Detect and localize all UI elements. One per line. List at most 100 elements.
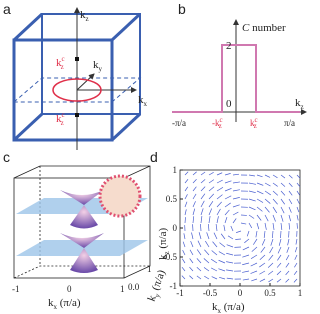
panel-b: b C number 2 0 kz -π/a -kc z kc z π/a: [172, 1, 307, 130]
vector: [200, 200, 205, 208]
vector: [224, 195, 232, 200]
vector: [182, 241, 186, 248]
vector: [192, 186, 197, 192]
vector: [259, 270, 266, 275]
t: c: [255, 116, 258, 124]
tick-label: π/a: [284, 118, 295, 128]
vector: [294, 246, 298, 253]
vector: [280, 174, 286, 179]
t: k: [250, 118, 255, 128]
vector: [296, 214, 299, 221]
vector: [264, 174, 271, 178]
tick-label: 0.5: [166, 194, 178, 204]
vector: [232, 189, 240, 192]
t: k: [212, 301, 218, 313]
vector: [184, 179, 189, 184]
vector: [268, 270, 274, 275]
vector: [276, 278, 282, 283]
vector: [256, 174, 263, 178]
vector: [232, 181, 240, 184]
vector: [235, 238, 242, 240]
vector: [210, 258, 218, 264]
vector: [204, 275, 210, 280]
kzc-label: kc z: [56, 55, 65, 71]
vector: [224, 209, 230, 216]
vector: [183, 233, 186, 240]
vector: [272, 174, 278, 179]
vector: [200, 216, 203, 224]
vector: [190, 240, 194, 248]
vector: [248, 190, 256, 193]
vector: [280, 190, 286, 196]
t: k: [157, 254, 169, 260]
vector: [261, 238, 266, 246]
vector: [208, 193, 215, 200]
vector: [280, 182, 286, 187]
vector: [259, 278, 266, 282]
vector: [200, 208, 204, 216]
vector: [287, 238, 290, 246]
vector: [204, 249, 210, 256]
tick-label: 0: [226, 98, 232, 110]
vector: [250, 262, 258, 267]
vector: [288, 182, 293, 187]
vector: [196, 275, 202, 280]
vector: [256, 190, 264, 195]
vector: [181, 266, 186, 272]
vector: [256, 214, 262, 221]
tick-label: 1: [298, 288, 303, 298]
vector: [256, 206, 263, 212]
vector: [285, 262, 290, 268]
tick-label: 0: [238, 288, 243, 298]
tick-label: -0.5: [203, 288, 218, 298]
vector: [268, 254, 274, 261]
t: y: [99, 65, 103, 73]
vector: [226, 277, 234, 280]
vector: [226, 269, 234, 272]
vector: [203, 258, 210, 264]
vector: [232, 211, 239, 216]
vector: [224, 173, 231, 176]
vector: [226, 244, 234, 248]
vector: [242, 270, 250, 273]
vector: [255, 230, 258, 238]
vector: [272, 198, 278, 205]
vector: [184, 209, 187, 216]
vector: [288, 222, 291, 230]
vector: [288, 198, 293, 205]
vector: [207, 223, 210, 232]
vector: [256, 182, 264, 186]
vector: [184, 194, 188, 200]
vector: [250, 270, 258, 274]
t: k: [56, 113, 62, 125]
vector: [244, 238, 250, 244]
vector: [208, 201, 214, 208]
vector: [296, 206, 300, 213]
vector: [216, 179, 223, 184]
panel-label: a: [3, 1, 11, 17]
vector: [264, 198, 271, 204]
axis-label: kz: [295, 97, 304, 111]
vector: [216, 172, 223, 176]
vector: [280, 198, 285, 205]
vector: [264, 206, 270, 213]
vector: [259, 262, 266, 268]
vector: [213, 232, 218, 240]
vector: [277, 254, 282, 261]
vector: [294, 262, 298, 268]
vector: [189, 275, 194, 280]
vector: [272, 182, 278, 187]
vector: [189, 258, 194, 264]
vector: [206, 232, 210, 240]
vector: [196, 258, 202, 264]
vector: [242, 246, 250, 251]
vector: [189, 249, 194, 256]
vector: [205, 240, 210, 248]
axis-label: kz: [80, 9, 89, 23]
panel-d: d kx (π/a) kz (π/a) -1 -0.5 0 0.5 110.50-0.5…: [150, 149, 302, 314]
panel-label: b: [178, 1, 186, 17]
vector: [242, 262, 250, 266]
kzc-label: kc z: [56, 111, 65, 127]
vector: [293, 278, 298, 283]
vector: [216, 216, 219, 224]
